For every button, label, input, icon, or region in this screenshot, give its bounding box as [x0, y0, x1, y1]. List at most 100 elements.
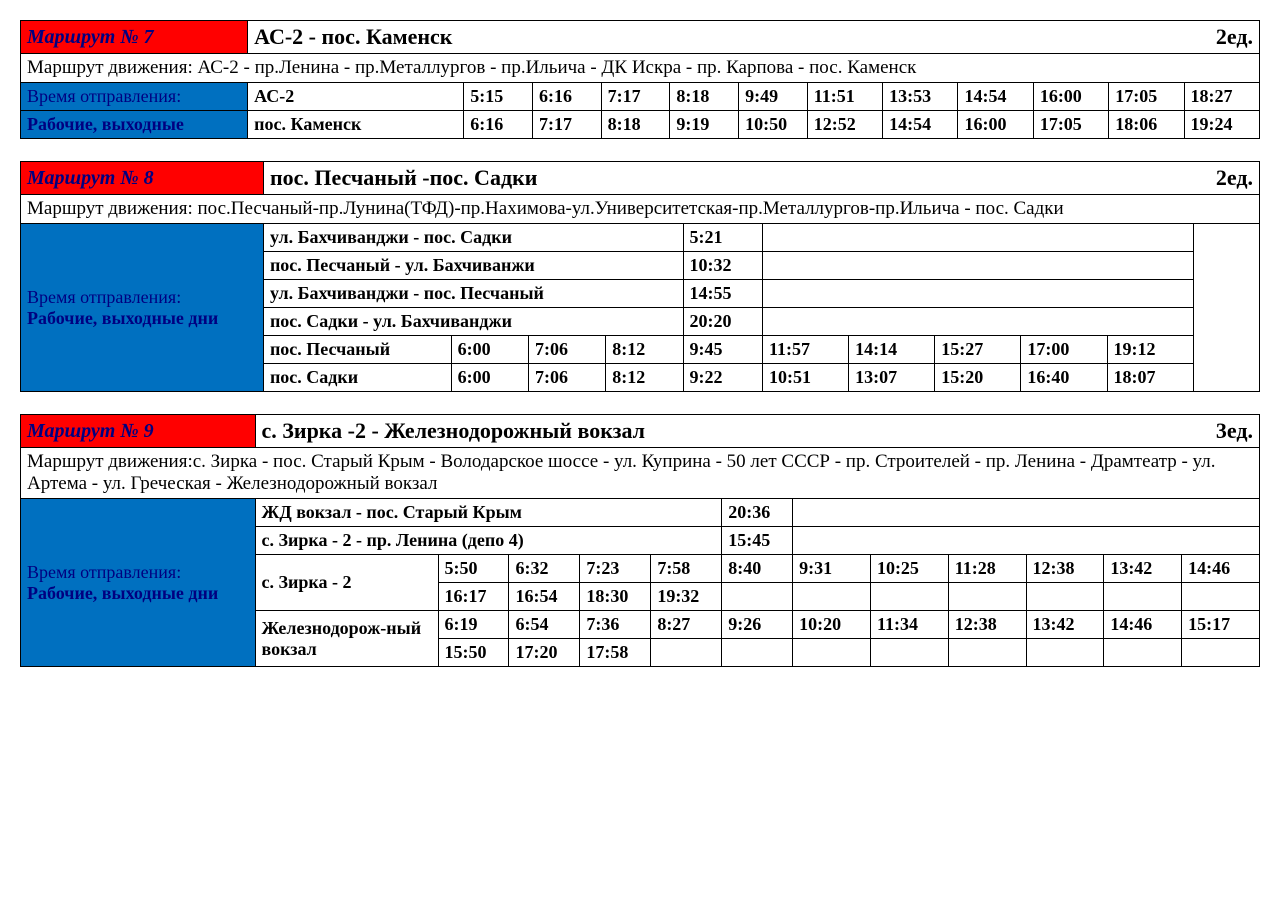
route-7-table: Маршрут № 7 АС-2 - пос. Каменск 2ед. Мар…: [20, 20, 1260, 139]
time-cell: 15:20: [935, 364, 1021, 392]
time-cell: 8:40: [722, 555, 793, 583]
time-cell: 20:36: [722, 499, 793, 527]
route-8-table: Маршрут № 8 пос. Песчаный -пос. Садки 2е…: [20, 161, 1260, 392]
time-cell: 7:06: [528, 364, 605, 392]
stop-name: АС-2: [248, 83, 464, 111]
route-number: Маршрут № 8: [21, 162, 264, 195]
time-cell: [1026, 639, 1104, 667]
time-cell: [1104, 583, 1182, 611]
time-cell: 15:45: [722, 527, 793, 555]
time-cell: [1182, 639, 1260, 667]
time-cell: 17:00: [1021, 336, 1107, 364]
time-cell: 9:19: [670, 111, 739, 139]
route-9-table: Маршрут № 9 с. Зирка -2 - Железнодорожны…: [20, 414, 1260, 667]
route-units: 2ед.: [1107, 162, 1259, 195]
time-cell: [870, 583, 948, 611]
time-cell: 12:38: [948, 611, 1026, 639]
time-cell: 10:25: [870, 555, 948, 583]
time-cell: 11:51: [807, 83, 882, 111]
stop-name: пос. Каменск: [248, 111, 464, 139]
time-cell: [1104, 639, 1182, 667]
time-cell: 16:00: [1033, 83, 1108, 111]
time-cell: 16:54: [509, 583, 580, 611]
stop-name: пос. Песчаный: [263, 336, 451, 364]
time-cell: 9:49: [739, 83, 808, 111]
time-cell: 19:24: [1184, 111, 1259, 139]
time-cell: 13:42: [1104, 555, 1182, 583]
empty-cell: [763, 280, 1194, 308]
time-cell: 14:54: [883, 111, 958, 139]
route-8-block: Маршрут № 8 пос. Песчаный -пос. Садки 2е…: [20, 161, 1260, 392]
route-9-block: Маршрут № 9 с. Зирка -2 - Железнодорожны…: [20, 414, 1260, 667]
time-cell: 17:58: [580, 639, 651, 667]
time-cell: [793, 639, 871, 667]
time-cell: 6:54: [509, 611, 580, 639]
time-cell: 14:46: [1182, 555, 1260, 583]
time-cell: 7:17: [601, 83, 670, 111]
time-cell: 9:31: [793, 555, 871, 583]
time-cell: 20:20: [683, 308, 763, 336]
time-cell: 6:19: [438, 611, 509, 639]
empty-cell: [763, 308, 1194, 336]
time-cell: 5:50: [438, 555, 509, 583]
time-cell: [948, 583, 1026, 611]
time-cell: [948, 639, 1026, 667]
segment-name: ЖД вокзал - пос. Старый Крым: [255, 499, 722, 527]
time-cell: 16:17: [438, 583, 509, 611]
empty-cell: [793, 527, 1260, 555]
segment-name: пос. Садки - ул. Бахчиванджи: [263, 308, 683, 336]
route-number: Маршрут № 9: [21, 415, 256, 448]
time-cell: 7:36: [580, 611, 651, 639]
stop-name: пос. Садки: [263, 364, 451, 392]
route-number: Маршрут № 7: [21, 21, 248, 54]
time-cell: 18:30: [580, 583, 651, 611]
stop-name: с. Зирка - 2: [255, 555, 438, 611]
stop-name: Железнодорож-ный вокзал: [255, 611, 438, 667]
time-cell: 19:12: [1107, 336, 1193, 364]
time-cell: 6:32: [509, 555, 580, 583]
time-cell: 18:06: [1109, 111, 1184, 139]
time-cell: 11:34: [870, 611, 948, 639]
empty-cell: [763, 224, 1194, 252]
time-cell: 7:06: [528, 336, 605, 364]
segment-name: с. Зирка - 2 - пр. Ленина (депо 4): [255, 527, 722, 555]
time-cell: 17:20: [509, 639, 580, 667]
time-cell: [651, 639, 722, 667]
time-cell: 18:07: [1107, 364, 1193, 392]
time-cell: 12:38: [1026, 555, 1104, 583]
time-cell: [870, 639, 948, 667]
time-cell: 11:28: [948, 555, 1026, 583]
time-cell: 6:00: [451, 364, 528, 392]
empty-cell: [763, 252, 1194, 280]
route-title: АС-2 - пос. Каменск: [248, 21, 1109, 54]
empty-cell: [1193, 224, 1259, 392]
time-cell: 9:26: [722, 611, 793, 639]
time-cell: 17:05: [1109, 83, 1184, 111]
time-cell: [722, 639, 793, 667]
departure-days-label: Время отправления: Рабочие, выходные дни: [21, 499, 256, 667]
time-cell: 6:00: [451, 336, 528, 364]
time-cell: 18:27: [1184, 83, 1259, 111]
time-cell: [722, 583, 793, 611]
time-cell: 19:32: [651, 583, 722, 611]
route-description: Маршрут движения: пос.Песчаный-пр.Лунина…: [21, 195, 1260, 224]
empty-cell: [793, 499, 1260, 527]
time-cell: 5:15: [464, 83, 533, 111]
time-cell: 10:32: [683, 252, 763, 280]
time-cell: 9:22: [683, 364, 763, 392]
route-units: 3ед.: [1104, 415, 1260, 448]
time-cell: 14:14: [849, 336, 935, 364]
time-cell: 8:12: [606, 336, 683, 364]
time-cell: 7:58: [651, 555, 722, 583]
time-cell: 14:55: [683, 280, 763, 308]
time-cell: 7:17: [532, 111, 601, 139]
segment-name: ул. Бахчиванджи - пос. Песчаный: [263, 280, 683, 308]
time-cell: 15:27: [935, 336, 1021, 364]
time-cell: 8:27: [651, 611, 722, 639]
days-label: Рабочие, выходные: [21, 111, 248, 139]
time-cell: 6:16: [532, 83, 601, 111]
time-cell: 16:00: [958, 111, 1033, 139]
time-cell: 14:46: [1104, 611, 1182, 639]
time-cell: 9:45: [683, 336, 763, 364]
route-description: Маршрут движения:с. Зирка - пос. Старый …: [21, 448, 1260, 499]
